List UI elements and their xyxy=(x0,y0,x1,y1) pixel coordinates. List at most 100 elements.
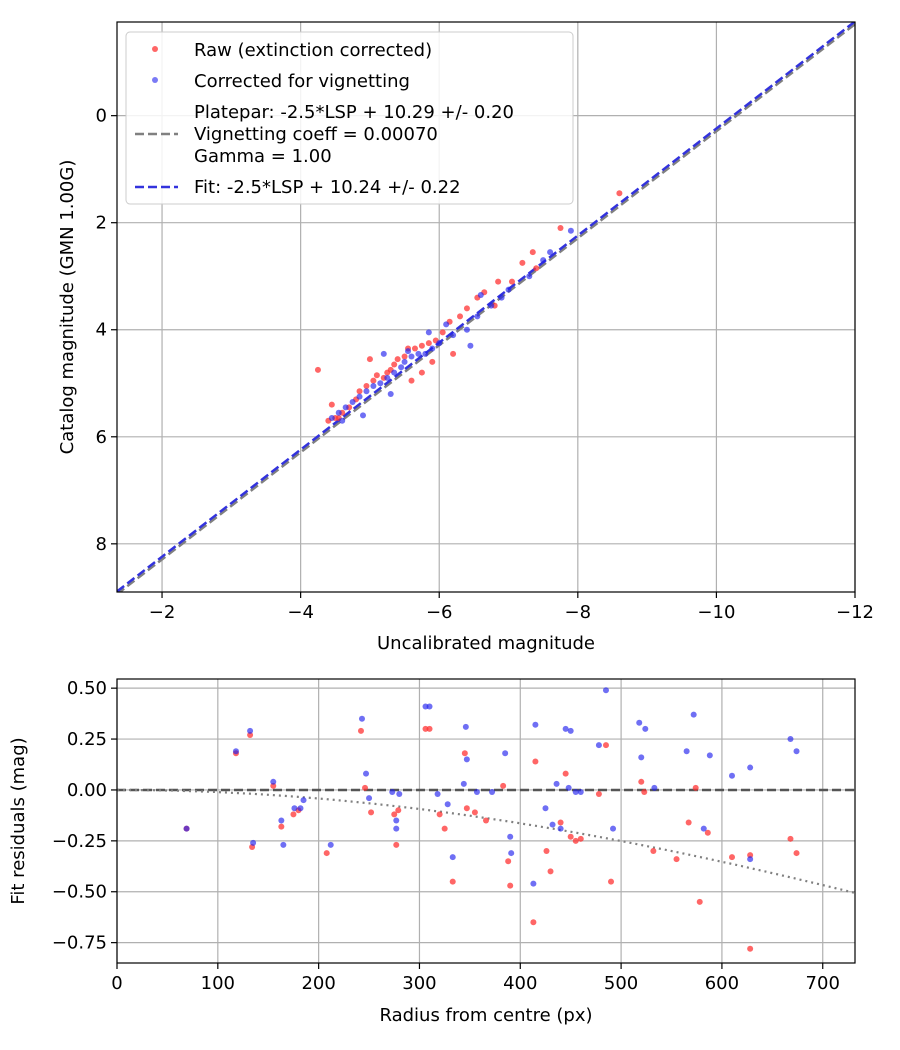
bottom-corrected-point xyxy=(291,805,298,812)
bottom-raw-point xyxy=(557,819,564,826)
bottom-y-axis-label: Fit residuals (mag) xyxy=(8,737,29,904)
bottom-raw-point xyxy=(572,837,579,844)
top-raw-point xyxy=(439,329,446,336)
top-axes-frame xyxy=(116,21,856,593)
bottom-x-tick-label: 700 xyxy=(806,973,840,994)
bottom-raw-point xyxy=(793,850,800,857)
bottom-corrected-point xyxy=(463,756,470,763)
legend-platepar-label-3: Gamma = 1.00 xyxy=(194,146,332,167)
bottom-corrected-point xyxy=(562,725,569,732)
bottom-corrected-point xyxy=(183,825,190,832)
top-corrected-point xyxy=(540,257,547,264)
bottom-y-tick-label: −0.25 xyxy=(52,831,107,852)
top-y-tick-label: 4 xyxy=(96,320,107,341)
bottom-corrected-point xyxy=(549,821,556,828)
top-raw-point xyxy=(408,377,415,384)
bottom-scatter-points xyxy=(183,687,800,952)
bottom-corrected-point xyxy=(270,778,277,785)
bottom-raw-point xyxy=(704,829,711,836)
bottom-corrected-point xyxy=(232,748,239,755)
top-raw-point xyxy=(384,369,391,376)
bottom-corrected-point xyxy=(683,748,690,755)
bottom-corrected-point xyxy=(577,788,584,795)
bottom-y-tick-label: 0.50 xyxy=(67,678,107,699)
bottom-corrected-point xyxy=(358,715,365,722)
top-x-tick-label: −10 xyxy=(697,602,735,623)
top-corrected-point xyxy=(429,345,436,352)
bottom-y-tick-label: 0.00 xyxy=(67,780,107,801)
legend: Raw (extinction corrected) Corrected for… xyxy=(125,31,574,205)
top-corrected-point xyxy=(401,358,408,365)
bottom-raw-point xyxy=(393,841,400,848)
bottom-corrected-point xyxy=(366,795,373,802)
bottom-corrected-point xyxy=(565,784,572,791)
bottom-raw-point xyxy=(441,825,448,832)
legend-platepar-label-1: Platepar: -2.5*LSP + 10.29 +/- 0.20 xyxy=(194,102,514,123)
top-ticks: −2 −4 −6 −8 −10 −12 0 2 4 6 8 xyxy=(96,106,874,623)
top-corrected-point xyxy=(498,294,505,301)
bottom-corrected-point xyxy=(502,750,509,757)
top-corrected-point xyxy=(567,227,574,234)
bottom-corrected-point xyxy=(462,723,469,730)
bottom-raw-point xyxy=(692,784,699,791)
top-corrected-point xyxy=(363,388,370,395)
top-raw-point xyxy=(363,382,370,389)
bottom-raw-point xyxy=(532,758,539,765)
top-corrected-point xyxy=(547,249,554,256)
bottom-axes-frame xyxy=(116,678,856,964)
top-raw-point xyxy=(529,249,536,256)
top-y-tick-label: 0 xyxy=(96,106,107,127)
bottom-corrected-point xyxy=(557,825,564,832)
top-raw-point xyxy=(519,259,526,266)
top-raw-point xyxy=(533,265,540,272)
bottom-corrected-point xyxy=(507,833,514,840)
bottom-corrected-point xyxy=(642,725,649,732)
bottom-raw-point xyxy=(543,848,550,855)
top-corrected-point xyxy=(380,350,387,357)
bottom-reference-lines xyxy=(117,788,855,895)
top-corrected-point xyxy=(360,412,366,419)
top-raw-point xyxy=(391,361,398,368)
top-raw-point xyxy=(495,278,502,285)
bottom-raw-point xyxy=(577,835,584,842)
top-scatter-points xyxy=(314,190,623,424)
top-raw-point xyxy=(425,340,432,347)
bottom-raw-point xyxy=(391,811,398,818)
bottom-corrected-point xyxy=(426,703,433,710)
bottom-x-tick-label: 300 xyxy=(402,973,436,994)
bottom-raw-point xyxy=(449,878,456,885)
top-raw-point xyxy=(418,369,425,376)
bottom-raw-point xyxy=(547,868,554,875)
top-raw-point xyxy=(429,358,436,365)
top-y-axis-label: Catalog magnitude (GMN 1.00G) xyxy=(57,160,78,455)
bottom-corrected-point xyxy=(553,780,560,787)
bottom-raw-point xyxy=(608,878,615,885)
bottom-corrected-point xyxy=(542,805,549,812)
bottom-corrected-point xyxy=(638,754,645,761)
top-raw-point xyxy=(450,350,457,357)
bottom-corrected-point xyxy=(572,788,579,795)
bottom-corrected-point xyxy=(363,770,370,777)
top-corrected-point xyxy=(443,321,450,328)
bottom-raw-point xyxy=(471,809,478,816)
bottom-corrected-point xyxy=(489,788,496,795)
top-y-tick-label: 8 xyxy=(96,534,107,555)
top-corrected-point xyxy=(408,353,415,360)
bottom-corrected-point xyxy=(389,788,396,795)
bottom-y-tick-label: −0.75 xyxy=(52,933,107,954)
top-corrected-point xyxy=(425,329,432,336)
top-x-axis-label: Uncalibrated magnitude xyxy=(377,633,595,654)
top-raw-point xyxy=(366,356,373,363)
bottom-raw-point xyxy=(500,782,507,789)
bottom-raw-point xyxy=(357,727,364,734)
bottom-raw-point xyxy=(638,778,645,785)
top-raw-point xyxy=(356,388,363,395)
bottom-y-tick-label: 0.25 xyxy=(67,729,107,750)
top-corrected-point xyxy=(415,350,422,357)
bottom-raw-point xyxy=(567,833,574,840)
bottom-corrected-point xyxy=(690,711,697,718)
bottom-raw-point xyxy=(483,817,489,824)
bottom-corrected-point xyxy=(473,788,480,795)
legend-box xyxy=(125,31,574,205)
